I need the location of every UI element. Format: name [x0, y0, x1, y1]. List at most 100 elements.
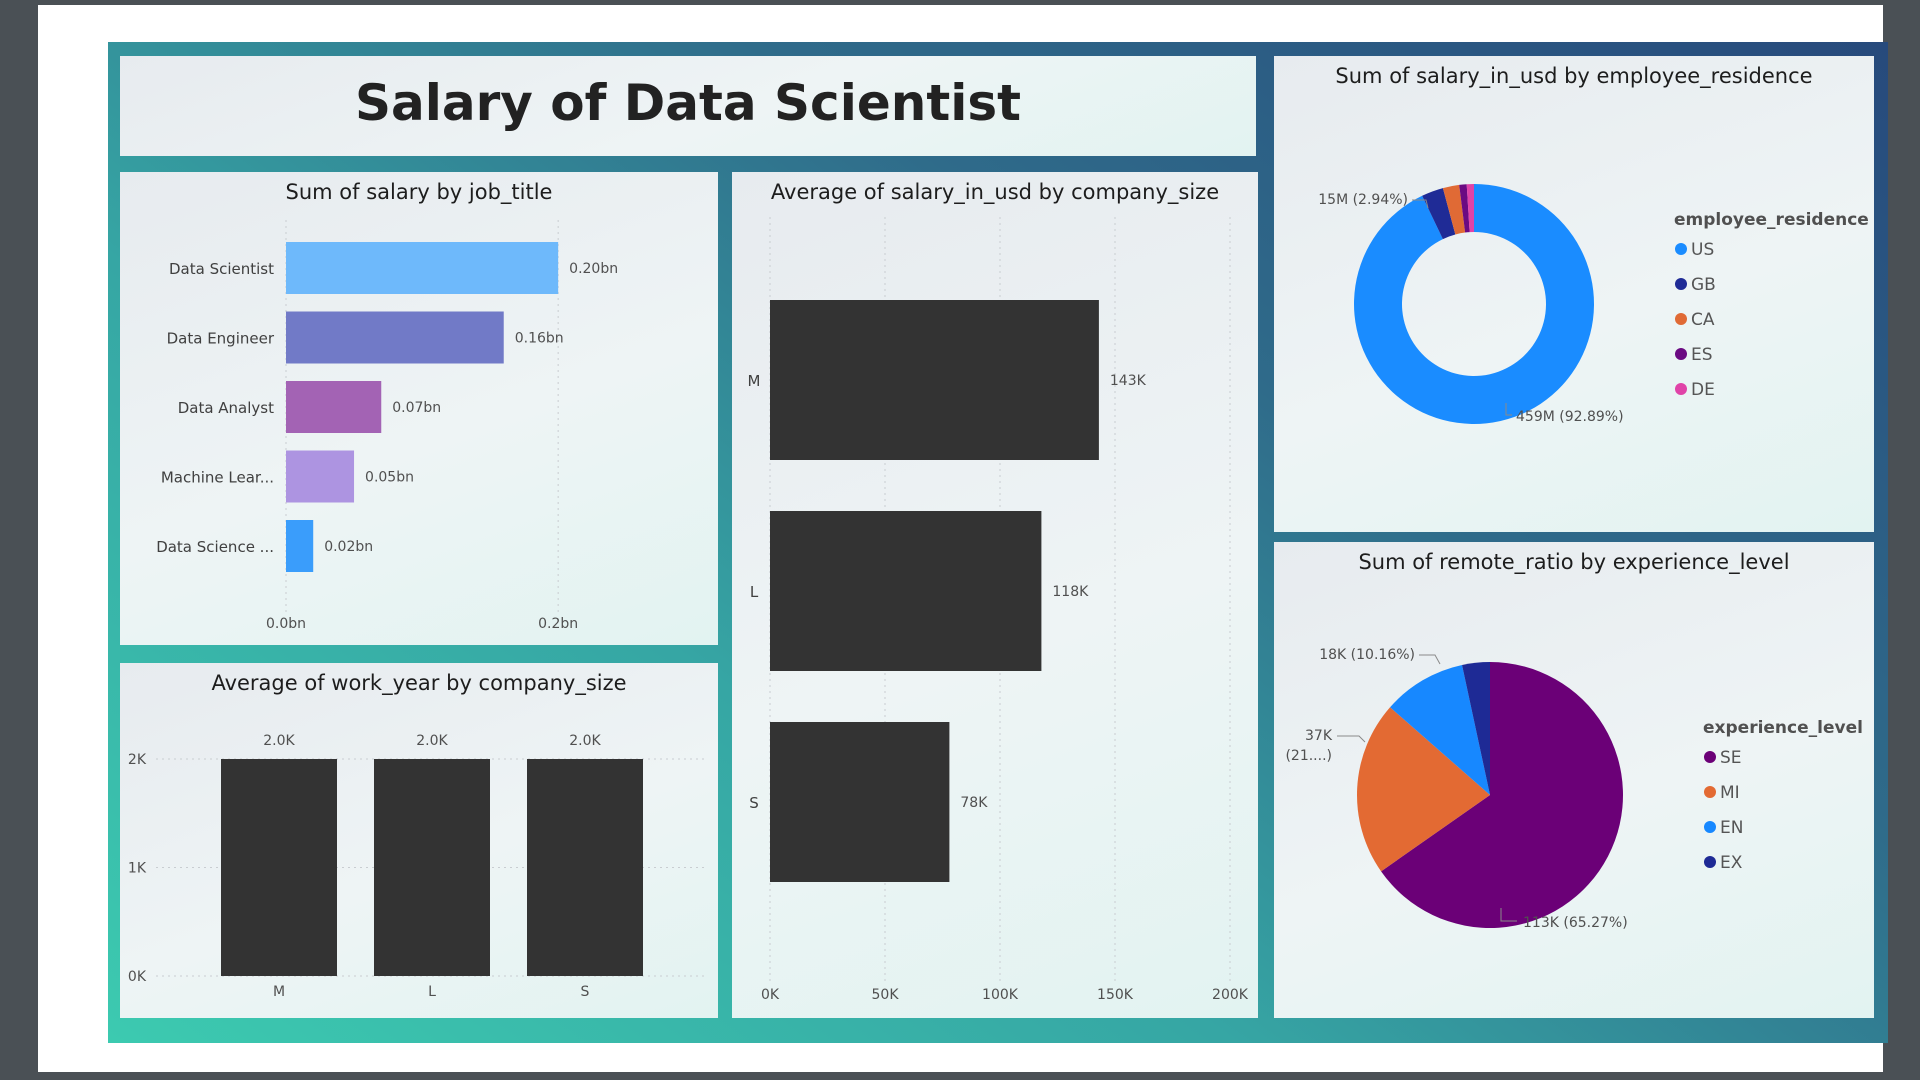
- x-tick-label: 0.0bn: [266, 616, 306, 632]
- legend-marker: [1675, 313, 1687, 325]
- leader-line: [1337, 735, 1366, 743]
- residence-chart-svg: employee_residence US GB CA ES DE 459M (92.89%…: [1318, 184, 1869, 425]
- pie-slice: [1459, 184, 1470, 233]
- legend-item: EX: [1720, 853, 1743, 873]
- legend-item: EN: [1720, 818, 1743, 838]
- data-label: 18K (10.16%): [1319, 647, 1415, 663]
- remote-pie-chart[interactable]: Sum of remote_ratio by experience_level …: [1274, 542, 1874, 1018]
- x-tick-label: 0K: [761, 987, 780, 1003]
- x-tick-label: 50K: [872, 987, 900, 1003]
- work-year-chart[interactable]: Average of work_year by company_size 0K 1…: [120, 663, 718, 1018]
- data-label: 0.05bn: [365, 470, 414, 486]
- bar: [286, 311, 504, 364]
- avg-chart-svg: 0K 50K 100K 150K 200K M 143K L 118K S 78K: [748, 217, 1249, 1003]
- job-chart-svg: 0.0bn 0.2bn Data Scientist 0.20bn Data Engin…: [156, 220, 618, 632]
- legend-item: US: [1691, 240, 1714, 260]
- legend-marker: [1675, 278, 1687, 290]
- data-label: 2.0K: [263, 733, 295, 749]
- legend-marker: [1704, 751, 1716, 763]
- x-tick-label: 200K: [1212, 987, 1249, 1003]
- pie-slice: [1390, 664, 1490, 795]
- residence-donut-chart[interactable]: Sum of salary_in_usd by employee_residen…: [1274, 56, 1874, 532]
- avg-salary-chart[interactable]: Average of salary_in_usd by company_size…: [732, 172, 1258, 1018]
- legend-title: employee_residence: [1674, 210, 1869, 230]
- data-label: 37K: [1305, 728, 1333, 744]
- data-label: 118K: [1052, 584, 1089, 600]
- legend-marker: [1675, 243, 1687, 255]
- data-label: 0.16bn: [515, 331, 564, 347]
- pie-slice: [1354, 184, 1594, 424]
- dashboard-title: Salary of Data Scientist: [354, 74, 1022, 132]
- bar: [770, 511, 1042, 671]
- legend-marker: [1704, 786, 1716, 798]
- category-label: Machine Lear...: [161, 469, 274, 487]
- legend-marker: [1675, 383, 1687, 395]
- x-tick-label: 0.2bn: [538, 616, 578, 632]
- y-tick-label: 0K: [128, 969, 147, 985]
- data-label: 0.07bn: [392, 400, 441, 416]
- legend-item: SE: [1720, 748, 1742, 768]
- y-tick-label: 2K: [128, 752, 147, 768]
- bar: [286, 381, 382, 433]
- data-label: 15M (2.94%): [1318, 192, 1408, 208]
- data-label: 459M (92.89%): [1516, 409, 1624, 425]
- leader-line: [1412, 199, 1429, 209]
- residence-chart-title: Sum of salary_in_usd by employee_residen…: [1335, 64, 1813, 88]
- data-label: 78K: [960, 795, 988, 811]
- work-chart-svg: 0K 1K 2K 2.0K M 2.0K L 2.0K S: [128, 733, 706, 1000]
- legend-marker: [1675, 348, 1687, 360]
- legend-title: experience_level: [1703, 718, 1863, 738]
- data-label: 2.0K: [569, 733, 601, 749]
- data-label: (21....): [1285, 748, 1332, 764]
- job-salary-chart[interactable]: Sum of salary by job_title 0.0bn 0.2bn Dat…: [120, 172, 718, 645]
- avg-chart-title: Average of salary_in_usd by company_size: [770, 180, 1220, 204]
- title-panel: Salary of Data Scientist: [120, 56, 1256, 156]
- work-chart-title: Average of work_year by company_size: [211, 671, 627, 695]
- category-label: S: [749, 794, 759, 812]
- legend-item: MI: [1720, 783, 1740, 803]
- bar: [286, 520, 314, 572]
- leader-line: [1505, 403, 1512, 416]
- data-label: 113K (65.27%): [1523, 915, 1628, 931]
- category-label: M: [748, 372, 761, 390]
- legend-item: GB: [1691, 275, 1716, 295]
- bar: [374, 759, 490, 976]
- category-label: Data Science ...: [156, 538, 274, 556]
- pie-slice: [1381, 662, 1623, 928]
- remote-chart-svg: experience_level SE MI EN EX 113K (65.27%) 37K…: [1285, 647, 1863, 931]
- category-label: Data Scientist: [169, 260, 274, 278]
- legend-marker: [1704, 856, 1716, 868]
- bar: [770, 300, 1099, 460]
- data-label: 0.02bn: [324, 539, 373, 555]
- legend-item: DE: [1691, 380, 1715, 400]
- bar: [221, 759, 337, 976]
- data-label: 143K: [1110, 373, 1147, 389]
- bar: [286, 450, 355, 503]
- category-label: L: [428, 984, 436, 1000]
- pie-slice: [1422, 188, 1456, 240]
- bar: [527, 759, 643, 976]
- job-chart-title: Sum of salary by job_title: [285, 180, 553, 204]
- legend-marker: [1704, 821, 1716, 833]
- category-label: M: [273, 984, 285, 1000]
- x-tick-label: 150K: [1097, 987, 1134, 1003]
- pie-slice: [1442, 184, 1466, 235]
- data-label: 0.20bn: [569, 261, 618, 277]
- pie-slice: [1466, 184, 1474, 233]
- category-label: Data Engineer: [167, 330, 275, 348]
- x-tick-label: 100K: [982, 987, 1019, 1003]
- category-label: L: [750, 583, 759, 601]
- report-canvas: Salary of Data Scientist Sum of salary b…: [108, 42, 1888, 1043]
- leader-line: [1419, 654, 1441, 665]
- y-tick-label: 1K: [128, 861, 147, 877]
- category-label: Data Analyst: [178, 399, 274, 417]
- pie-slice: [1462, 662, 1490, 795]
- bar: [286, 242, 559, 294]
- legend-item: CA: [1691, 310, 1715, 330]
- legend-item: ES: [1691, 345, 1713, 365]
- report-page: Salary of Data Scientist Sum of salary b…: [38, 5, 1888, 1072]
- leader-line: [1500, 908, 1517, 922]
- remote-chart-title: Sum of remote_ratio by experience_level: [1358, 550, 1790, 574]
- bar: [770, 722, 950, 882]
- pie-slice: [1357, 707, 1490, 872]
